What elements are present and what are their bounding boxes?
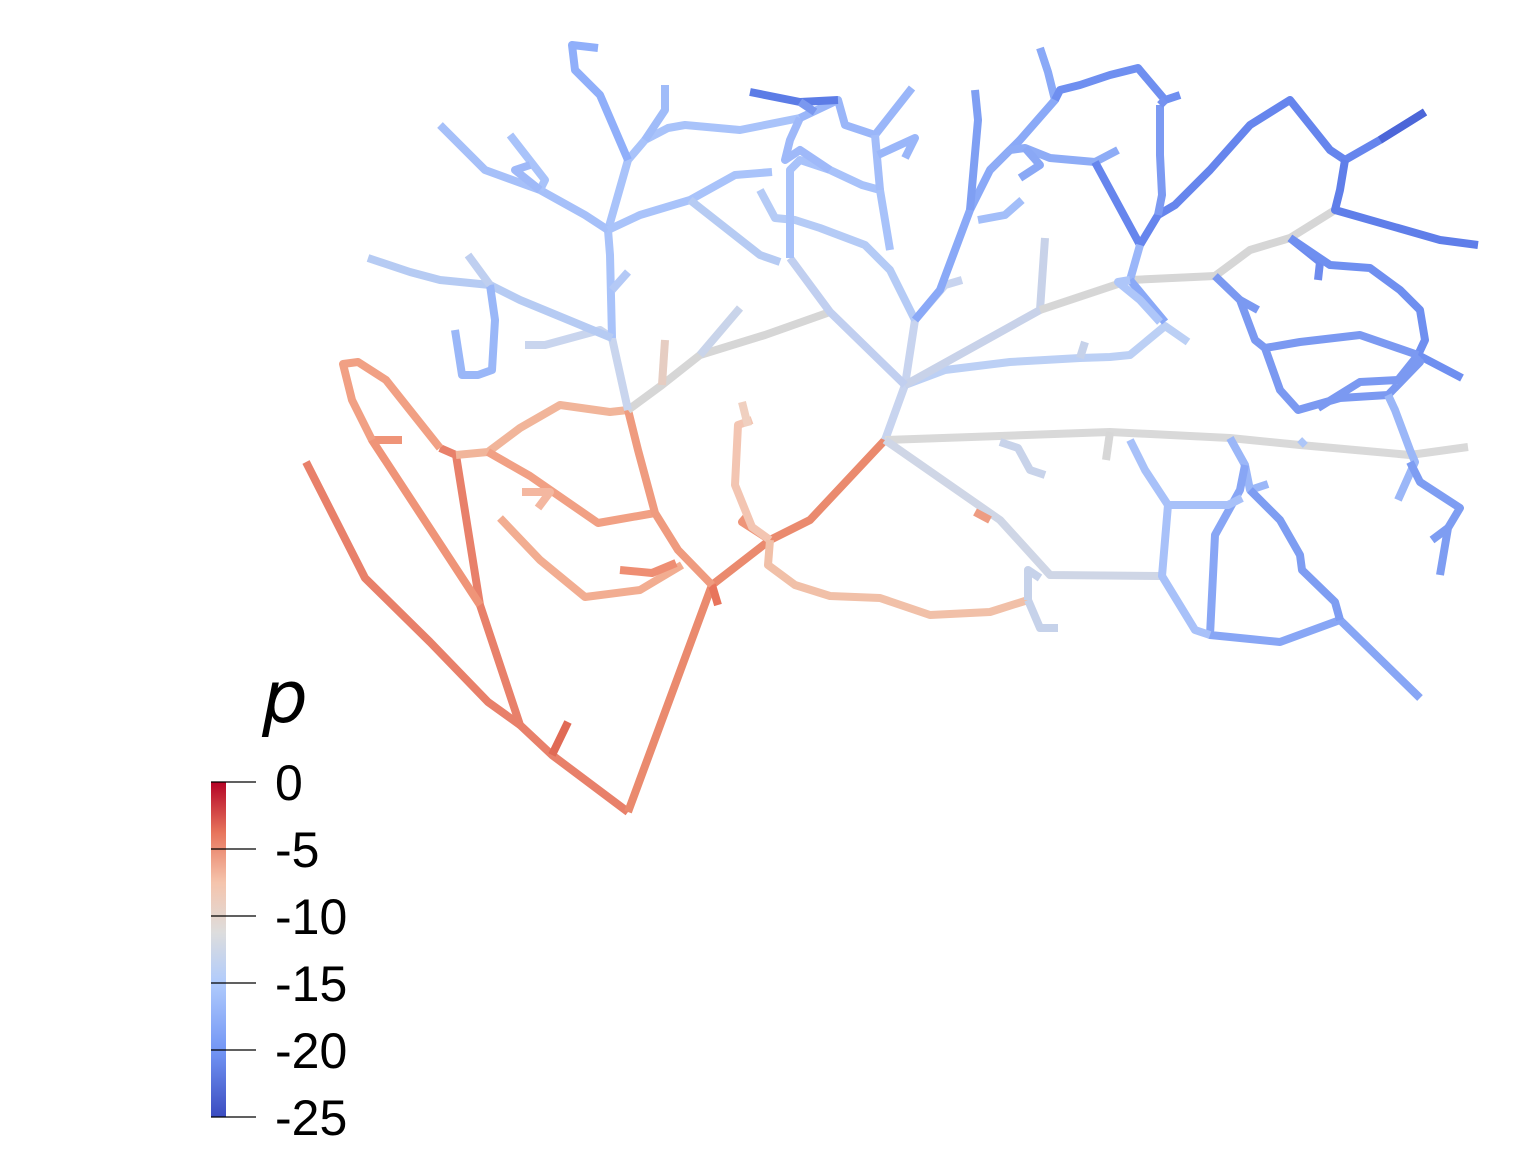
colorbar-legend: p 0 -5 -10 -15 -20 -25 [211, 655, 347, 1146]
colorbar-gradient [211, 782, 226, 1117]
colorbar-tick-label: -20 [275, 1023, 347, 1079]
colorbar-tick-label: -10 [275, 889, 347, 945]
vessel-network [302, 41, 1479, 1125]
colorbar-tick-label: -15 [275, 956, 347, 1012]
upper-right-branches [911, 46, 1479, 414]
colorbar-tick-label: -25 [275, 1090, 347, 1146]
colorbar-title: p [261, 655, 308, 739]
colorbar-tick-label: 0 [275, 755, 303, 811]
upper-left-branches [366, 41, 919, 388]
colorbar-tick-label: -5 [275, 822, 319, 878]
colorbar-ticks: 0 -5 -10 -15 -20 -25 [211, 755, 347, 1146]
right-lower-branches [1126, 352, 1464, 701]
left-branches [302, 358, 1030, 816]
